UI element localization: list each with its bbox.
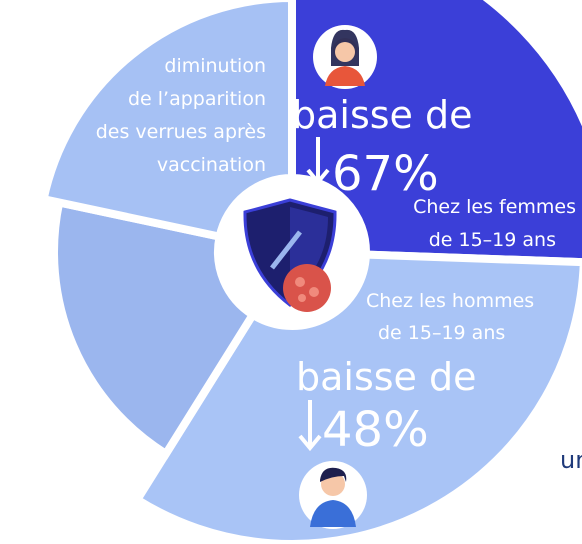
- left-wedge: [50, 197, 259, 460]
- woman-avatar: [313, 25, 377, 89]
- description-line: des verrues après: [96, 121, 266, 143]
- shield-icon: [243, 198, 337, 312]
- description-line: vaccination: [157, 154, 266, 176]
- wedges: [38, 0, 582, 544]
- men-group: Chez les hommes: [366, 290, 534, 312]
- men-group: de 15–19 ans: [378, 322, 505, 344]
- men-value: 48%: [322, 402, 429, 458]
- men-label: baisse de: [296, 355, 477, 399]
- women-group: Chez les femmes: [413, 196, 576, 218]
- description-line: diminution: [164, 55, 266, 77]
- women-group: de 15–19 ans: [429, 229, 556, 251]
- arrows: [298, 137, 330, 452]
- fragment-text: un: [560, 446, 582, 474]
- women-label: baisse de: [292, 93, 473, 137]
- description-line: de l’apparition: [128, 88, 266, 110]
- man-avatar: [299, 461, 367, 529]
- women-value: 67%: [332, 146, 439, 202]
